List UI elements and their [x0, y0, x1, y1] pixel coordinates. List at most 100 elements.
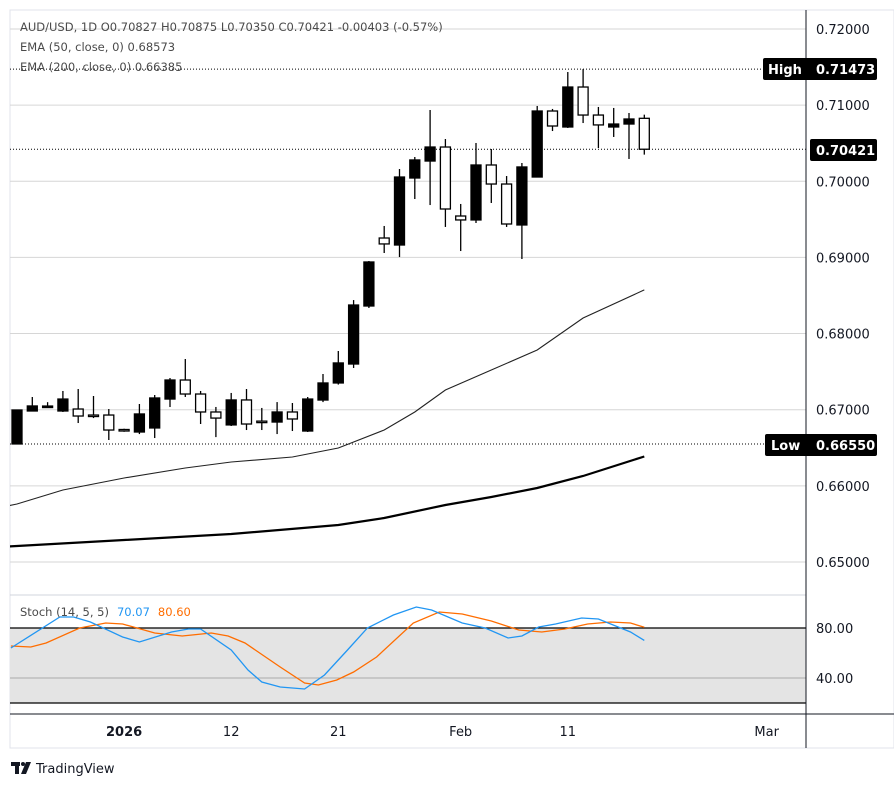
- price-tick-label: 0.65000: [816, 556, 870, 571]
- price-tick-label: 0.69000: [816, 251, 870, 266]
- candle-body-down: [439, 146, 452, 210]
- candle-body-up: [393, 176, 406, 246]
- candle: [347, 300, 360, 368]
- candle-body-up: [302, 398, 314, 432]
- time-tick-label: 12: [223, 725, 240, 740]
- candle: [57, 390, 69, 412]
- price-tick-label: 0.70000: [816, 175, 870, 190]
- price-axis[interactable]: 0.72000 0.71000 0.70000 0.69000 0.68000 0.670…: [816, 23, 870, 571]
- candle: [133, 403, 146, 435]
- candle: [562, 72, 574, 128]
- candle-body-up: [424, 146, 436, 162]
- candle: [393, 169, 406, 258]
- ema200-line: [10, 455, 645, 548]
- time-tick-label: Mar: [754, 725, 779, 740]
- stoch-legend[interactable]: Stoch (14, 5, 5) 70.07 80.60: [20, 605, 191, 619]
- candle-body-up: [26, 405, 38, 412]
- stoch-k-line: [10, 606, 645, 690]
- high-tag: High 0.71473: [763, 58, 877, 80]
- level-lines: [10, 68, 806, 445]
- tradingview-logo[interactable]: TradingView: [11, 762, 115, 777]
- candle: [87, 395, 100, 419]
- candle-body-up: [470, 164, 482, 221]
- stoch-axis[interactable]: 80.00 40.00: [816, 622, 853, 687]
- candle-body-up: [225, 399, 237, 426]
- price-tick-label: 0.72000: [816, 23, 870, 38]
- candle-body-down: [500, 183, 513, 225]
- stoch-legend-label: Stoch (14, 5, 5): [20, 605, 109, 619]
- price-grid: [10, 28, 806, 563]
- candle-body-down: [546, 110, 559, 127]
- stoch-d-line: [10, 611, 645, 686]
- stoch-band: [10, 627, 806, 704]
- candle-body-up: [149, 397, 161, 429]
- candles: [11, 69, 650, 445]
- candle-body-up: [133, 413, 146, 433]
- candle-body-down: [179, 379, 191, 395]
- candle: [592, 106, 605, 149]
- candle-body-down: [455, 215, 467, 221]
- candle: [164, 378, 176, 408]
- candle: [41, 402, 54, 409]
- candle: [11, 409, 23, 445]
- candle: [546, 108, 559, 132]
- candle-body-up: [347, 304, 360, 365]
- candle: [179, 358, 191, 397]
- candle-body-up: [271, 411, 283, 423]
- candle-body-up: [11, 409, 23, 445]
- candle-body-up: [608, 123, 620, 128]
- candle-body-up: [41, 405, 54, 409]
- candle: [500, 176, 513, 227]
- candle-body-up: [562, 86, 574, 128]
- candle-body-down: [592, 114, 605, 126]
- candle: [26, 396, 38, 412]
- candle-body-down: [118, 428, 130, 432]
- candle-body-up: [409, 159, 421, 179]
- symbol-legend[interactable]: AUD/USD, 1D O0.70827 H0.70875 L0.70350 C…: [20, 20, 443, 34]
- candle: [516, 163, 528, 260]
- candle-body-down: [210, 411, 222, 419]
- candle: [470, 142, 482, 224]
- candle: [302, 396, 314, 433]
- candle: [378, 225, 390, 254]
- ema200-legend[interactable]: EMA (200, close, 0) 0.66385: [20, 60, 182, 74]
- tradingview-logo-icon: [11, 762, 31, 774]
- price-tick-label: 0.66000: [816, 480, 870, 495]
- candle: [455, 203, 467, 252]
- time-tick-label: 11: [560, 725, 577, 740]
- candle-body-up: [317, 382, 329, 401]
- stoch-d-value: 80.60: [158, 605, 191, 619]
- stoch-tick-label: 40.00: [816, 672, 853, 687]
- candle: [225, 392, 237, 426]
- stoch-k-value: 70.07: [117, 605, 150, 619]
- candle: [638, 114, 650, 155]
- candle: [72, 388, 84, 424]
- low-tag-value: 0.66550: [816, 439, 875, 454]
- candle-body-down: [103, 414, 115, 431]
- candle: [332, 350, 344, 385]
- candle-body-up: [531, 110, 543, 178]
- chart-frame: [9, 9, 894, 749]
- candle: [286, 402, 299, 432]
- time-tick-label: 21: [330, 725, 347, 740]
- candle-body-up: [623, 118, 635, 125]
- candle-body-down: [286, 411, 299, 420]
- candle-body-down: [256, 420, 268, 424]
- candle-body-up: [57, 398, 69, 412]
- candle-body-down: [194, 393, 207, 413]
- candle: [623, 112, 635, 159]
- last-price-tag: 0.70421: [810, 139, 877, 161]
- candle: [194, 390, 207, 425]
- candle: [577, 69, 589, 124]
- time-axis[interactable]: 2026 12 21 Feb 11 Mar: [106, 725, 780, 740]
- ema50-legend[interactable]: EMA (50, close, 0) 0.68573: [20, 40, 175, 54]
- low-tag: Low 0.66550: [765, 434, 877, 456]
- candle-body-up: [164, 379, 176, 400]
- candle: [210, 406, 222, 438]
- price-tick-label: 0.71000: [816, 99, 870, 114]
- ema50-line: [10, 289, 645, 507]
- high-tag-label: High: [768, 63, 802, 78]
- candle: [271, 402, 283, 435]
- candle-body-down: [485, 164, 497, 185]
